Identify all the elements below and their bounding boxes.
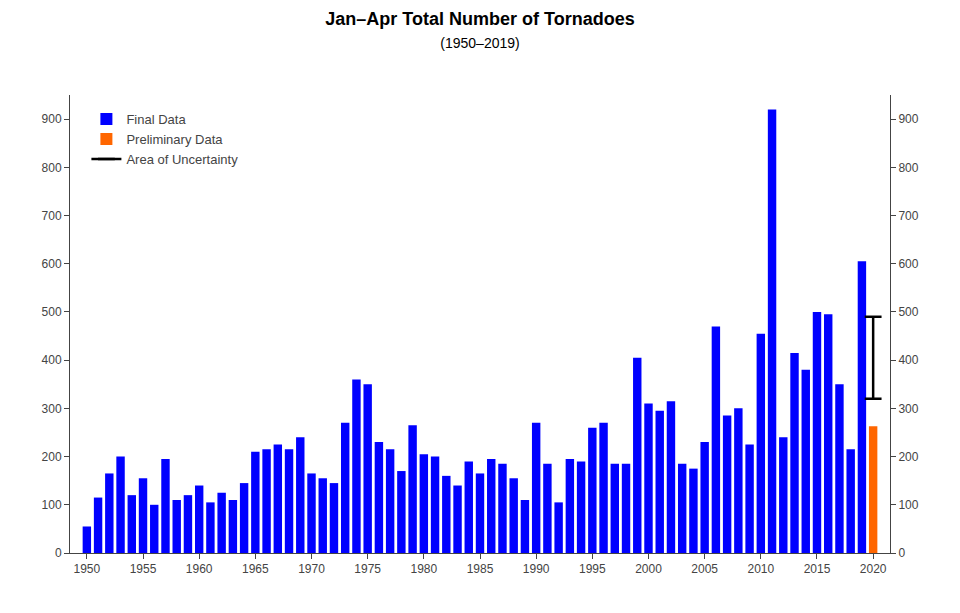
- svg-text:1960: 1960: [186, 562, 213, 576]
- svg-text:800: 800: [42, 161, 62, 175]
- svg-text:Jan–Apr Total Number of Tornad: Jan–Apr Total Number of Tornadoes(1950–2…: [325, 9, 634, 51]
- svg-text:900: 900: [42, 112, 62, 126]
- svg-text:900: 900: [898, 112, 918, 126]
- svg-text:100: 100: [898, 498, 918, 512]
- svg-text:Final Data: Final Data: [126, 112, 186, 127]
- svg-text:1950: 1950: [73, 562, 100, 576]
- svg-text:500: 500: [898, 305, 918, 319]
- svg-text:300: 300: [898, 402, 918, 416]
- svg-text:1995: 1995: [579, 562, 606, 576]
- svg-text:Preliminary Data: Preliminary Data: [126, 132, 223, 147]
- svg-text:2000: 2000: [635, 562, 662, 576]
- svg-text:1955: 1955: [130, 562, 157, 576]
- svg-text:200: 200: [42, 450, 62, 464]
- svg-text:700: 700: [898, 209, 918, 223]
- svg-text:0: 0: [55, 546, 62, 560]
- svg-text:0: 0: [898, 546, 905, 560]
- svg-text:500: 500: [42, 305, 62, 319]
- svg-text:400: 400: [898, 353, 918, 367]
- svg-text:Area of Uncertainty: Area of Uncertainty: [126, 152, 238, 167]
- svg-text:400: 400: [42, 353, 62, 367]
- svg-text:700: 700: [42, 209, 62, 223]
- svg-text:2020: 2020: [860, 562, 887, 576]
- svg-text:2015: 2015: [804, 562, 831, 576]
- svg-text:300: 300: [42, 402, 62, 416]
- svg-text:1980: 1980: [410, 562, 437, 576]
- svg-text:800: 800: [898, 161, 918, 175]
- svg-text:1990: 1990: [523, 562, 550, 576]
- svg-text:2010: 2010: [747, 562, 774, 576]
- svg-text:1975: 1975: [354, 562, 381, 576]
- svg-text:1965: 1965: [242, 562, 269, 576]
- svg-text:200: 200: [898, 450, 918, 464]
- svg-text:600: 600: [42, 257, 62, 271]
- svg-text:100: 100: [42, 498, 62, 512]
- svg-text:600: 600: [898, 257, 918, 271]
- svg-text:1970: 1970: [298, 562, 325, 576]
- svg-text:2005: 2005: [691, 562, 718, 576]
- svg-text:1985: 1985: [467, 562, 494, 576]
